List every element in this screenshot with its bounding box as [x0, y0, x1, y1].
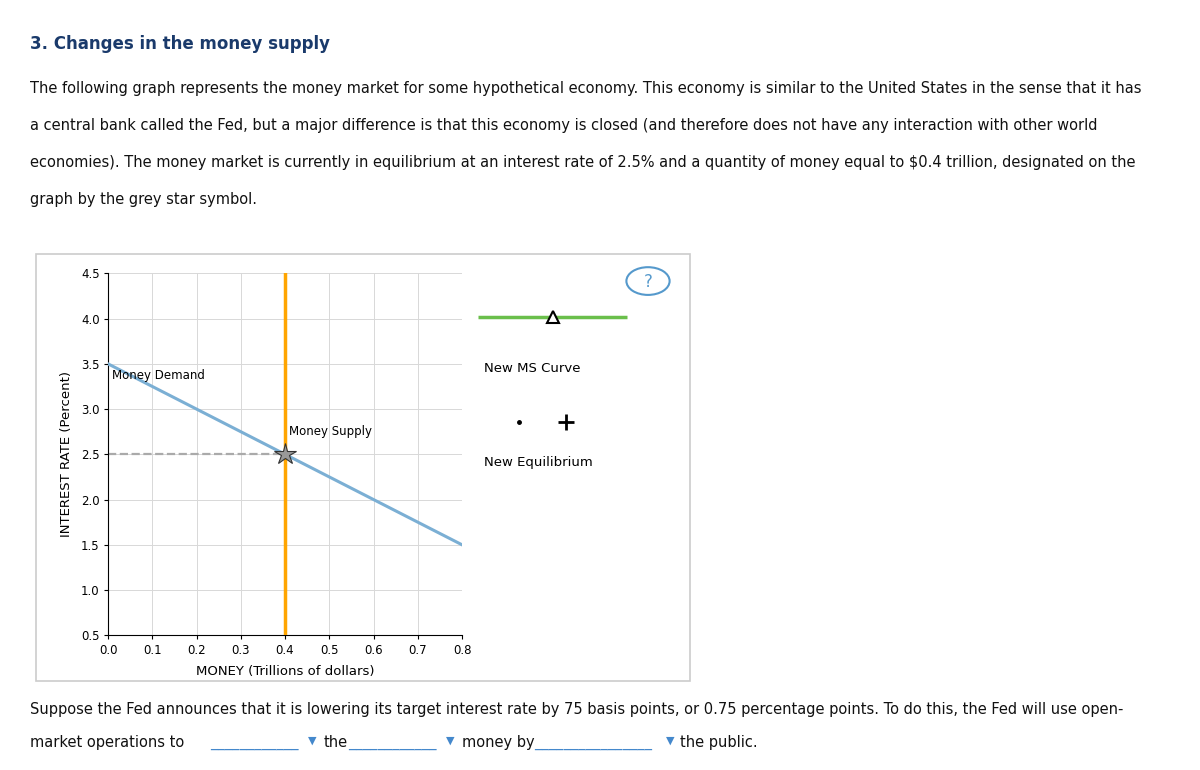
Text: Suppose the Fed announces that it is lowering its target interest rate by 75 bas: Suppose the Fed announces that it is low…: [30, 702, 1123, 717]
Text: market operations to: market operations to: [30, 735, 185, 750]
Text: ?: ?: [643, 273, 653, 290]
Text: the public.: the public.: [680, 735, 758, 750]
X-axis label: MONEY (Trillions of dollars): MONEY (Trillions of dollars): [196, 665, 374, 678]
Text: a central bank called the Fed, but a major difference is that this economy is cl: a central bank called the Fed, but a maj…: [30, 118, 1098, 132]
Text: ____________: ____________: [210, 735, 299, 750]
Text: 3. Changes in the money supply: 3. Changes in the money supply: [30, 35, 330, 52]
Text: Money Supply: Money Supply: [289, 425, 372, 438]
Text: New Equilibrium: New Equilibrium: [485, 456, 593, 469]
Text: economies). The money market is currently in equilibrium at an interest rate of : economies). The money market is currentl…: [30, 155, 1135, 169]
Text: Money Demand: Money Demand: [113, 370, 205, 382]
Text: ________________: ________________: [534, 735, 652, 750]
Text: ▼: ▼: [308, 735, 317, 745]
Text: the: the: [324, 735, 348, 750]
Text: ▼: ▼: [446, 735, 455, 745]
Y-axis label: INTEREST RATE (Percent): INTEREST RATE (Percent): [60, 371, 73, 537]
Text: ____________: ____________: [348, 735, 437, 750]
Text: ▼: ▼: [666, 735, 674, 745]
Text: New MS Curve: New MS Curve: [485, 362, 581, 375]
Text: money by: money by: [462, 735, 535, 750]
Text: graph by the grey star symbol.: graph by the grey star symbol.: [30, 192, 257, 206]
Text: The following graph represents the money market for some hypothetical economy. T: The following graph represents the money…: [30, 81, 1141, 95]
Circle shape: [626, 267, 670, 295]
